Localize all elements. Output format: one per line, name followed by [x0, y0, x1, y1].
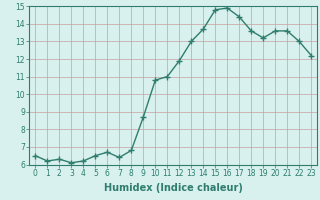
X-axis label: Humidex (Indice chaleur): Humidex (Indice chaleur) [104, 183, 243, 193]
